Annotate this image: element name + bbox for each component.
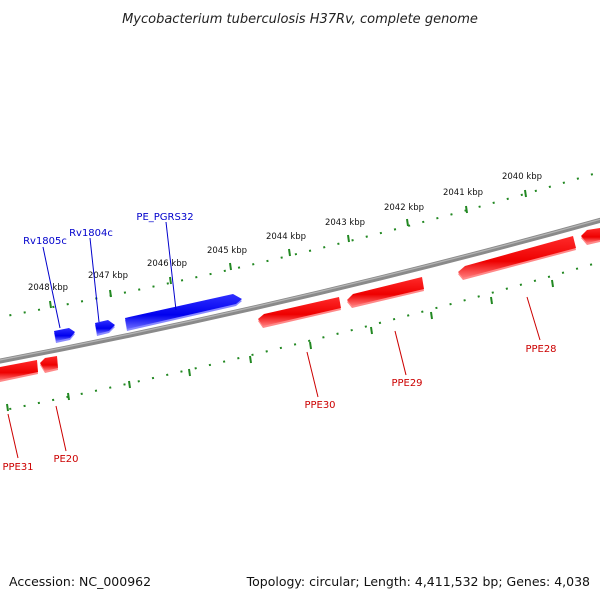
genome-summary-text: Topology: circular; Length: 4,411,532 bp… <box>246 574 590 589</box>
tick-label: 2048 kbp <box>28 283 68 293</box>
reverse-genes <box>0 228 600 383</box>
gene-ppe30[interactable] <box>258 297 341 328</box>
gene-label-pe-pgrs32[interactable]: PE_PGRS32 <box>136 212 193 223</box>
tick-label: 2044 kbp <box>266 232 306 242</box>
gene-ppe31[interactable] <box>0 360 38 383</box>
gene-rv1805c[interactable] <box>54 328 75 343</box>
gene-label-rv1805c[interactable]: Rv1805c <box>23 236 67 247</box>
tick-label: 2043 kbp <box>325 218 365 228</box>
reverse-gene-labels: PPE28 PPE29 PPE30 PE20 PPE31 <box>2 296 557 473</box>
gene-label-ppe30[interactable]: PPE30 <box>304 400 335 411</box>
gene-ppe29[interactable] <box>347 277 424 308</box>
tick-label: 2041 kbp <box>443 188 483 198</box>
gene-label-pe20[interactable]: PE20 <box>53 454 78 465</box>
gene-ppe28[interactable] <box>458 236 576 280</box>
gene-label-ppe28[interactable]: PPE28 <box>525 344 556 355</box>
gene-pe-pgrs32[interactable] <box>125 294 242 331</box>
genome-backbone <box>0 217 600 364</box>
gene-label-ppe29[interactable]: PPE29 <box>391 378 422 389</box>
forward-genes <box>54 294 242 343</box>
gene-label-rv1804c[interactable]: Rv1804c <box>69 228 113 239</box>
gene-pe20[interactable] <box>40 356 58 373</box>
gene-label-ppe31[interactable]: PPE31 <box>2 462 33 473</box>
tick-label: 2047 kbp <box>88 271 128 281</box>
tick-label: 2042 kbp <box>384 203 424 213</box>
tick-label: 2040 kbp <box>502 172 542 182</box>
tick-labels: 2040 kbp 2041 kbp 2042 kbp 2043 kbp 2044… <box>28 172 542 293</box>
gene-fragment-edge[interactable] <box>581 228 600 245</box>
tick-label: 2046 kbp <box>147 259 187 269</box>
outer-major-ticks <box>49 189 527 309</box>
tick-label: 2045 kbp <box>207 246 247 256</box>
accession-text: Accession: NC_000962 <box>9 574 151 589</box>
forward-gene-labels: Rv1805c Rv1804c PE_PGRS32 <box>23 212 194 329</box>
inner-tick-ring <box>0 261 600 412</box>
gene-rv1804c[interactable] <box>95 320 115 336</box>
map-title: Mycobacterium tuberculosis H37Rv, comple… <box>122 12 478 27</box>
inner-major-ticks <box>6 279 554 412</box>
